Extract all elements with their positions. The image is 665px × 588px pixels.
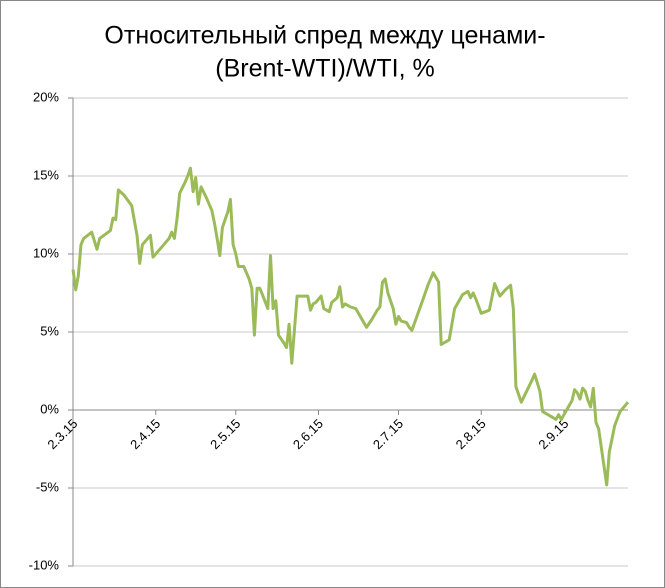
y-tick-label: 5% <box>40 323 59 338</box>
y-tick-label: 0% <box>40 401 59 416</box>
y-tick-label: 20% <box>33 89 59 104</box>
y-tick-label: -5% <box>36 479 60 494</box>
y-tick-label: 15% <box>33 167 59 182</box>
chart-title: (Brent-WTI)/WTI, % <box>215 55 434 83</box>
chart-title: Относительный спред между ценами- <box>104 22 545 50</box>
data-line <box>71 166 630 487</box>
y-tick-label: -10% <box>29 557 60 572</box>
y-tick-label: 10% <box>33 245 59 260</box>
